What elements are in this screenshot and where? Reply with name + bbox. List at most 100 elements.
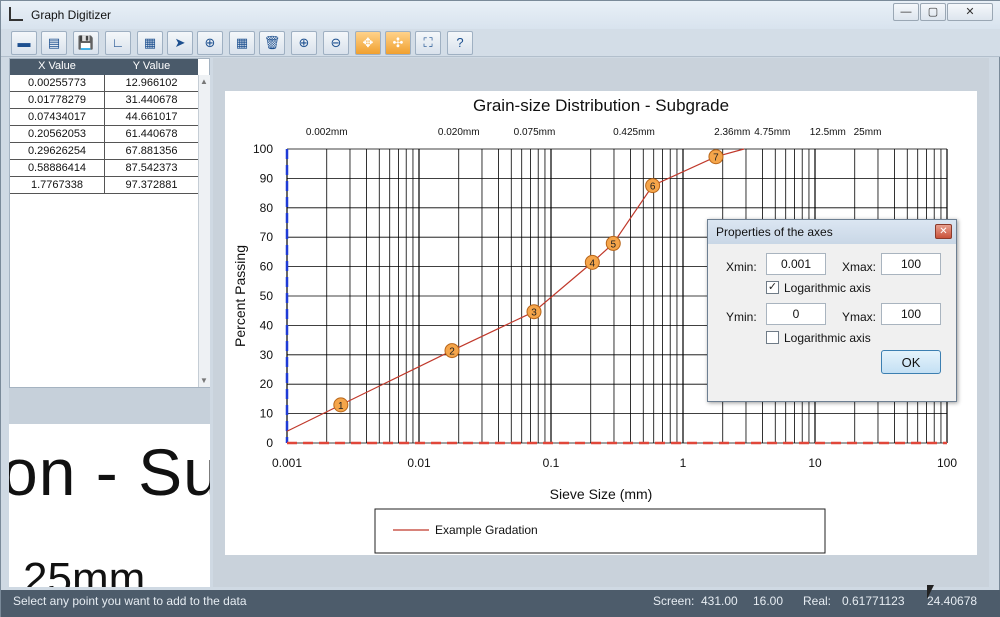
x-value-cell[interactable]: 1.7767338: [31, 179, 83, 191]
table-row[interactable]: 0.07434017 44.661017: [10, 109, 198, 126]
table-row[interactable]: 0.29626254 67.881356: [10, 143, 198, 160]
data-point-label: 2: [449, 347, 455, 358]
mouse-cursor-icon: [927, 585, 934, 599]
x-axis-label: Sieve Size (mm): [550, 486, 653, 502]
data-point-circle[interactable]: [708, 149, 724, 165]
real-x: 0.61771123: [842, 594, 905, 608]
fit-button[interactable]: ✥: [355, 31, 381, 55]
y-value-cell[interactable]: 44.661017: [125, 111, 178, 123]
x-log-checkbox[interactable]: ✓: [766, 281, 779, 294]
cell-divider: [104, 177, 105, 193]
data-point-marker[interactable]: 5: [605, 235, 621, 251]
xmin-input[interactable]: [766, 253, 826, 275]
open-image-button[interactable]: ▬: [11, 31, 37, 55]
axes-icon: ∟: [111, 35, 125, 50]
y-tick-label: 50: [260, 289, 274, 303]
target-icon: ⊕: [204, 35, 216, 50]
xmax-input[interactable]: [881, 253, 941, 275]
crop-button[interactable]: ⛶: [415, 31, 441, 55]
y-value-cell[interactable]: 61.440678: [125, 128, 178, 140]
zoom-preview-text-2: 25mm: [23, 554, 146, 587]
table-row[interactable]: 0.58886414 87.542373: [10, 160, 198, 177]
data-point-marker[interactable]: 1: [333, 397, 349, 413]
table-row[interactable]: 1.7767338 97.372881: [10, 177, 198, 194]
data-point-circle[interactable]: [526, 304, 542, 320]
data-point-marker[interactable]: 4: [584, 254, 600, 270]
data-point-label: 5: [610, 239, 616, 250]
data-point-marker[interactable]: 7: [708, 149, 724, 165]
series-line-example-gradation: [286, 148, 745, 432]
y-log-checkbox[interactable]: [766, 331, 779, 344]
y-tick-label: 40: [260, 318, 274, 332]
y-tick-label: 60: [260, 260, 274, 274]
minimize-button[interactable]: —: [893, 3, 919, 21]
close-button[interactable]: ✕: [947, 3, 993, 21]
ymax-input[interactable]: [881, 303, 941, 325]
x-value-cell[interactable]: 0.01778279: [27, 94, 87, 106]
data-point-circle[interactable]: [444, 343, 460, 359]
x-value-cell[interactable]: 0.58886414: [27, 162, 87, 174]
data-table-panel: X Value Y Value 0.00255773 12.966102 0.017…: [9, 58, 210, 388]
scroll-up-icon[interactable]: ▲: [200, 77, 208, 86]
axes-button[interactable]: ∟: [105, 31, 131, 55]
y-value-cell[interactable]: 31.440678: [125, 94, 178, 106]
data-point-marker[interactable]: 3: [526, 304, 542, 320]
axes-properties-dialog: Properties of the axes ✕ Xmin: Xmax: ✓ L…: [707, 219, 957, 402]
dialog-close-button[interactable]: ✕: [935, 224, 952, 239]
new-button[interactable]: ▤: [41, 31, 67, 55]
crop-icon: ⛶: [423, 35, 433, 50]
x-value-cell[interactable]: 0.00255773: [27, 77, 87, 89]
panel-divider: [9, 388, 210, 424]
y-tick-label: 20: [260, 377, 274, 391]
data-point-marker[interactable]: 2: [444, 343, 460, 359]
y-tick-label: 0: [266, 436, 273, 450]
title-bar[interactable]: Graph Digitizer — ▢ ✕: [1, 1, 1000, 29]
y-value-cell[interactable]: 67.881356: [125, 145, 178, 157]
y-value-header: Y Value: [132, 60, 171, 72]
x-tick-label: 0.001: [272, 456, 302, 470]
dialog-title-bar[interactable]: Properties of the axes ✕: [708, 220, 956, 244]
save-button[interactable]: 💾: [73, 31, 99, 55]
data-point-circle[interactable]: [584, 254, 600, 270]
table-scrollbar[interactable]: ▲ ▼: [198, 75, 210, 387]
sieve-size-label: 0.002mm: [306, 127, 348, 138]
calculator-button[interactable]: ▦: [137, 31, 163, 55]
y-log-label: Logarithmic axis: [784, 331, 871, 345]
ymax-label: Ymax:: [842, 310, 877, 324]
target-button[interactable]: ⊕: [197, 31, 223, 55]
zoom-out-icon: ⊖: [330, 35, 342, 50]
data-point-circle[interactable]: [605, 235, 621, 251]
help-button[interactable]: ?: [447, 31, 473, 55]
calculator-icon: ▦: [143, 35, 157, 50]
zoom-in-icon: ⊕: [298, 35, 310, 50]
x-value-cell[interactable]: 0.20562053: [27, 128, 87, 140]
table-row[interactable]: 0.01778279 31.440678: [10, 92, 198, 109]
y-value-cell[interactable]: 12.966102: [125, 77, 178, 89]
ok-button[interactable]: OK: [881, 350, 941, 374]
data-point-marker[interactable]: 6: [645, 178, 661, 194]
grid-icon: ▦: [235, 35, 249, 50]
grid-button[interactable]: ▦: [229, 31, 255, 55]
x-value-header: X Value: [38, 60, 76, 72]
screen-label: Screen:: [653, 594, 695, 608]
data-point-circle[interactable]: [333, 397, 349, 413]
zoom-in-button[interactable]: ⊕: [291, 31, 317, 55]
y-value-cell[interactable]: 97.372881: [125, 179, 178, 191]
shrink-button[interactable]: ✣: [385, 31, 411, 55]
maximize-button[interactable]: ▢: [920, 3, 946, 21]
table-row[interactable]: 0.00255773 12.966102: [10, 75, 198, 92]
x-value-cell[interactable]: 0.07434017: [27, 111, 87, 123]
zoom-out-button[interactable]: ⊖: [323, 31, 349, 55]
delete-button[interactable]: 🗑: [259, 31, 285, 55]
select-pointer-button[interactable]: ➤: [167, 31, 193, 55]
ymin-input[interactable]: [766, 303, 826, 325]
data-point-circle[interactable]: [645, 178, 661, 194]
y-tick-label: 10: [260, 407, 274, 421]
y-value-cell[interactable]: 87.542373: [125, 162, 178, 174]
x-value-cell[interactable]: 0.29626254: [27, 145, 87, 157]
open-image-icon: ▬: [17, 35, 31, 50]
x-tick-label: 100: [937, 456, 957, 470]
table-row[interactable]: 0.20562053 61.440678: [10, 126, 198, 143]
toolbar: ▬ ▤ 💾 ∟ ▦ ➤ ⊕ ▦ 🗑 ⊕ ⊖ ✥ ✣ ⛶?: [1, 29, 1000, 57]
scroll-down-icon[interactable]: ▼: [200, 376, 208, 385]
